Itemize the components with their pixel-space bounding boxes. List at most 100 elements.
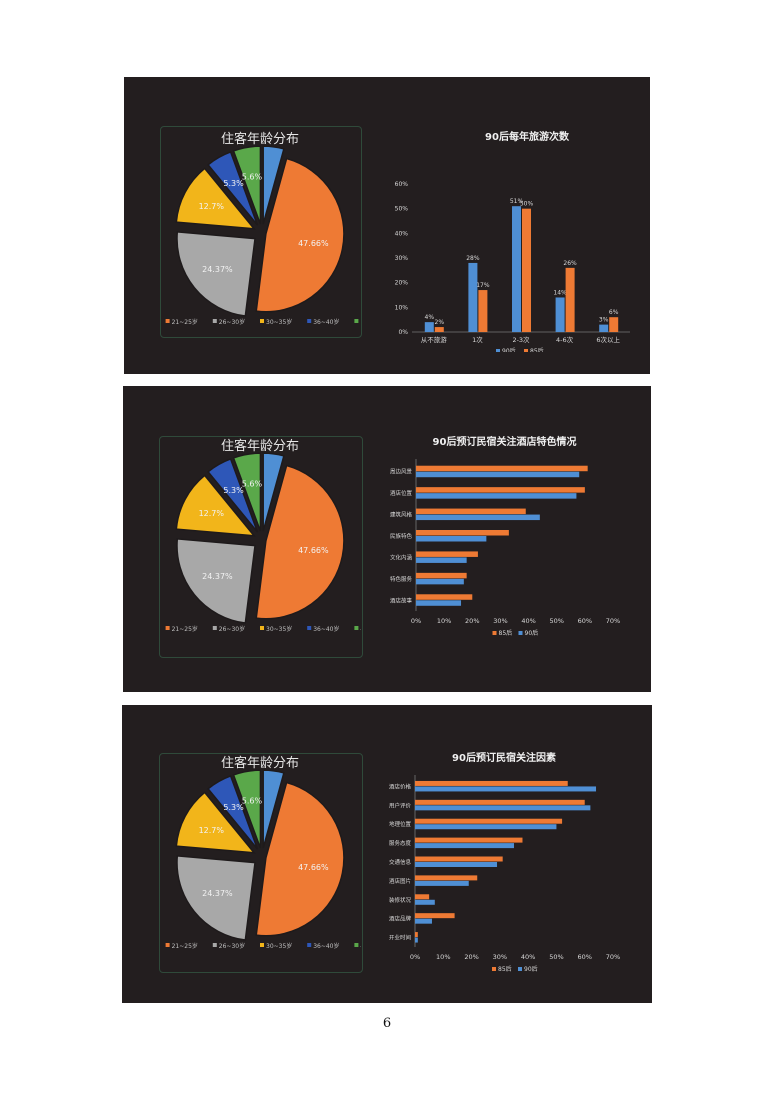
bar — [415, 913, 455, 919]
pie-slice — [262, 769, 285, 849]
y-tick-label: 0% — [398, 329, 408, 336]
pie-slice — [262, 145, 285, 225]
legend-label: 21~25岁 — [172, 625, 198, 633]
panel-1: 住客年龄分布47.66%24.37%12.7%5.3%5.6%20岁以下21~2… — [124, 77, 650, 374]
bar — [415, 824, 557, 830]
pie-data-label: 24.37% — [202, 265, 233, 274]
legend-swatch — [492, 631, 497, 635]
bar — [416, 600, 462, 606]
pie-data-label: 24.37% — [202, 572, 233, 581]
pie-chart-age: 住客年龄分布47.66%24.37%12.7%5.3%5.6%20岁以下21~2… — [165, 131, 359, 326]
x-tick-label: 10% — [436, 953, 450, 961]
bar-chart-title: 90后预订民宿关注酒店特色情况 — [433, 435, 577, 448]
legend-label: 26~30岁 — [219, 318, 245, 326]
legend-swatch — [307, 319, 312, 323]
bar — [416, 514, 540, 521]
legend-label: 85后 — [530, 347, 544, 352]
bar — [416, 508, 526, 515]
legend-swatch — [492, 967, 496, 971]
pie-data-label: 5.6% — [242, 480, 263, 489]
legend-swatch — [212, 319, 217, 323]
y-tick-label: 酒店位置 — [390, 489, 413, 497]
x-tick-label: 30% — [493, 617, 507, 625]
pie-data-label: 12.7% — [199, 826, 225, 835]
pie-chart-age: 住客年龄分布47.66%24.37%12.7%5.3%5.6%20岁以下21~2… — [165, 755, 361, 950]
bar — [416, 557, 467, 563]
x-tick-label: 70% — [606, 953, 620, 961]
bar — [415, 932, 418, 938]
legend-swatch — [354, 626, 359, 630]
legend-swatch — [496, 349, 500, 352]
hbar-chart-hotel-features: 90后预订民宿关注酒店特色情况周边风景酒店位置建筑风格民族特色文化内涵特色服务酒… — [390, 435, 620, 637]
bar — [415, 786, 597, 792]
x-tick-label: 30% — [493, 953, 507, 961]
y-tick-label: 酒店价格 — [389, 782, 412, 790]
bar — [415, 780, 568, 786]
y-tick-label: 文化内涵 — [390, 553, 413, 561]
legend-label: 26~30岁 — [219, 942, 245, 950]
bar-chart-title: 90后预订民宿关注因素 — [452, 751, 556, 764]
bar-data-label: 26% — [563, 260, 577, 267]
x-tick-label: 0% — [411, 617, 421, 625]
bar — [416, 530, 509, 536]
x-tick-label: 1次 — [472, 335, 483, 344]
pie-slice — [207, 458, 259, 533]
bar-data-label: 4% — [425, 314, 435, 321]
bar — [599, 324, 609, 332]
pie-chart-age: 住客年龄分布47.66%24.37%12.7%5.3%5.6%20岁以下21~2… — [165, 438, 361, 633]
x-tick-label: 40% — [521, 953, 535, 961]
y-tick-label: 40% — [395, 230, 409, 237]
pie-title: 住客年龄分布 — [221, 131, 299, 147]
legend-label: 30~35岁 — [266, 318, 292, 326]
bar — [415, 843, 514, 849]
pie-data-label: 24.37% — [202, 889, 233, 898]
legend-label: 30~35岁 — [266, 625, 292, 633]
pie-slice — [255, 781, 345, 937]
bar — [468, 262, 478, 332]
pie-slice — [255, 157, 345, 313]
pie-slice — [175, 791, 256, 854]
bar — [478, 290, 488, 332]
legend-swatch — [165, 319, 170, 323]
y-tick-label: 酒店故事 — [390, 596, 413, 604]
bar — [416, 536, 487, 542]
bar — [416, 594, 473, 600]
pie-data-label: 47.66% — [298, 863, 329, 872]
pie-slice — [176, 231, 256, 317]
x-tick-label: 从不旅游 — [421, 335, 448, 344]
bar — [416, 465, 588, 472]
x-tick-label: 40% — [521, 617, 535, 625]
pie-data-label: 12.7% — [199, 202, 225, 211]
bar — [415, 880, 469, 886]
bar — [415, 799, 585, 805]
bar-data-label: 51% — [510, 198, 524, 205]
pie-title: 住客年龄分布 — [221, 438, 299, 454]
legend-label: 36~40岁 — [313, 942, 339, 950]
bar-chart-travel-frequency: 90后每年旅游次数 0% 10% 20% 30% 40% 50% 60% 4%2% 从不旅游 28%… — [395, 130, 630, 352]
x-tick-label: 6次以上 — [596, 335, 620, 344]
bar-data-label: 2% — [435, 319, 445, 326]
y-tick-label: 民族特色 — [390, 532, 413, 540]
bar — [415, 862, 498, 867]
legend-swatch — [165, 626, 170, 630]
legend-label: 85后 — [499, 629, 513, 637]
pie-data-label: 5.3% — [223, 803, 244, 812]
pie-frame — [159, 753, 363, 973]
panel-2: 住客年龄分布47.66%24.37%12.7%5.3%5.6%20岁以下21~2… — [123, 386, 651, 692]
legend-swatch — [518, 967, 522, 971]
legend-swatch — [260, 319, 264, 323]
pie-slice — [255, 464, 345, 620]
legend-swatch — [518, 631, 523, 635]
legend-label: 21~25岁 — [172, 318, 198, 326]
x-tick-label: 50% — [549, 617, 563, 625]
bar — [555, 297, 565, 332]
x-tick-label: 0% — [410, 953, 420, 961]
bar-data-label: 50% — [520, 201, 534, 208]
x-tick-label: 10% — [437, 617, 451, 625]
y-tick-label: 酒店图片 — [389, 877, 411, 885]
y-tick-label: 20% — [395, 280, 409, 287]
legend-label: 36~40岁 — [313, 625, 339, 633]
bar — [565, 267, 575, 332]
y-tick-label: 周边风景 — [390, 468, 413, 476]
x-tick-label: 50% — [549, 953, 563, 961]
